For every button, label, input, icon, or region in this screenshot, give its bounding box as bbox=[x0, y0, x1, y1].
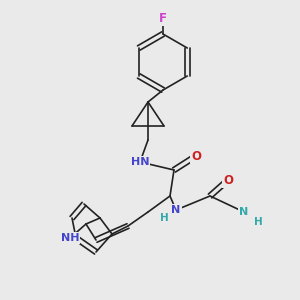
Text: F: F bbox=[159, 11, 167, 25]
Text: N: N bbox=[239, 207, 249, 217]
Text: N: N bbox=[171, 205, 181, 215]
Text: NH: NH bbox=[61, 233, 79, 243]
Text: H: H bbox=[160, 213, 168, 223]
Text: H: H bbox=[254, 217, 262, 227]
Text: HN: HN bbox=[131, 157, 149, 167]
Text: O: O bbox=[191, 149, 201, 163]
Text: O: O bbox=[223, 173, 233, 187]
